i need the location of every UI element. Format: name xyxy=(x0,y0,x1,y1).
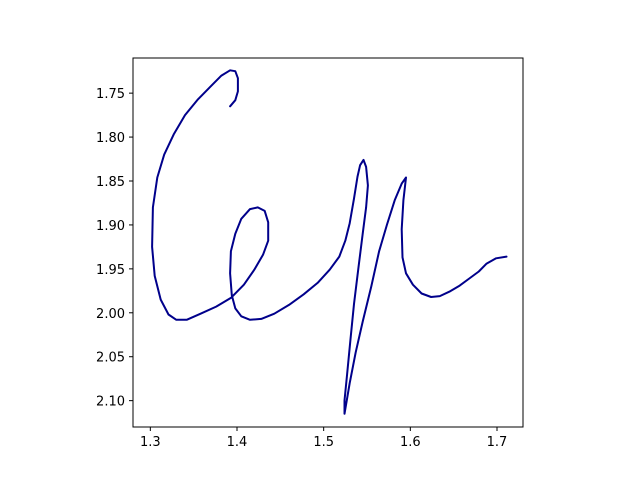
plot-frame xyxy=(132,57,524,428)
y-tick-label: 2.10 xyxy=(96,395,125,410)
x-tick-label: 1.4 xyxy=(227,435,248,450)
y-tick-label: 1.80 xyxy=(96,131,125,146)
y-tick-label: 2.05 xyxy=(96,351,125,366)
x-tick-label: 1.5 xyxy=(313,435,334,450)
y-tick-label: 1.95 xyxy=(96,263,125,278)
x-tick-label: 1.7 xyxy=(487,435,508,450)
y-tick-label: 1.75 xyxy=(96,87,125,102)
x-tick-label: 1.3 xyxy=(140,435,161,450)
y-tick-label: 2.00 xyxy=(96,307,125,322)
x-axis: 1.3 1.4 1.5 1.6 1.7 xyxy=(140,427,507,450)
y-axis: 1.75 1.80 1.85 1.90 1.95 2.00 2.05 2.10 xyxy=(96,87,133,410)
x-tick-label: 1.6 xyxy=(400,435,421,450)
y-tick-label: 1.90 xyxy=(96,219,125,234)
handwriting-trace xyxy=(151,69,508,415)
y-tick-label: 1.85 xyxy=(96,175,125,190)
